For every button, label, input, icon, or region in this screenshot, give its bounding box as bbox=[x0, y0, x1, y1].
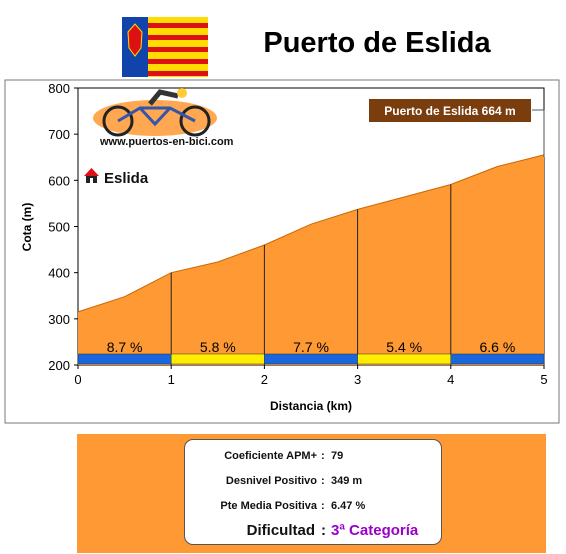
start-label: Eslida bbox=[104, 170, 149, 187]
segment-layer: 8.7 % 5.8 % 7.7 % 5.4 % 6.6 % bbox=[77, 339, 545, 365]
stat-label: Desnivel Positivo bbox=[225, 475, 317, 487]
stat-label: Pte Media Positiva bbox=[220, 500, 317, 512]
stat-value: 6.47 % bbox=[331, 500, 366, 512]
y-tick-label: 700 bbox=[48, 127, 70, 142]
stat-label: Coeficiente APM+ bbox=[224, 450, 317, 462]
x-tick-label: 4 bbox=[447, 372, 454, 387]
stat-value: 79 bbox=[331, 450, 344, 462]
gradient-label: 5.8 % bbox=[200, 339, 236, 355]
y-tick-label: 500 bbox=[48, 220, 70, 235]
house-icon bbox=[84, 168, 99, 183]
gradient-label: 6.6 % bbox=[479, 339, 515, 355]
stat-row-average-gradient: Pte Media Positiva : 6.47 % bbox=[185, 500, 441, 518]
x-tick-label: 0 bbox=[74, 372, 81, 387]
stat-separator: : bbox=[321, 522, 326, 539]
stat-separator: : bbox=[321, 450, 325, 462]
page-title: Puerto de Eslida bbox=[263, 27, 491, 59]
cyclist-logo-icon: www.puertos-en-bici.com bbox=[93, 88, 234, 148]
y-tick-label: 200 bbox=[48, 358, 70, 373]
x-tick-label: 3 bbox=[354, 372, 361, 387]
profile-layer bbox=[77, 154, 545, 365]
x-axis-label: Distancia (km) bbox=[270, 399, 352, 413]
stats-panel: Coeficiente APM+ : 79 Desnivel Positivo … bbox=[77, 434, 546, 553]
stat-separator: : bbox=[321, 475, 325, 487]
valencia-flag-icon bbox=[122, 17, 208, 77]
stat-value: 349 m bbox=[331, 475, 363, 487]
summit-label: Puerto de Eslida 664 m bbox=[384, 104, 515, 118]
watermark-text: www.puertos-en-bici.com bbox=[99, 136, 234, 148]
altimetry-chart: Puerto de Eslida 8.7 % 5.8 % 7.7 % 5.4 % 6.6… bbox=[4, 17, 560, 424]
stat-row-apm: Coeficiente APM+ : 79 bbox=[185, 450, 441, 468]
x-tick-label: 2 bbox=[261, 372, 268, 387]
gradient-label: 5.4 % bbox=[386, 339, 422, 355]
y-tick-label: 800 bbox=[48, 81, 70, 96]
y-tick-label: 400 bbox=[48, 266, 70, 281]
y-tick-label: 600 bbox=[48, 173, 70, 188]
stat-separator: : bbox=[321, 500, 325, 512]
y-axis-label: Cota (m) bbox=[20, 203, 34, 252]
stat-row-difficulty: Dificultad : 3ª Categoría bbox=[185, 522, 441, 540]
difficulty-label: Dificultad bbox=[246, 522, 315, 539]
gradient-label: 8.7 % bbox=[107, 339, 143, 355]
stats-card: Coeficiente APM+ : 79 Desnivel Positivo … bbox=[184, 439, 442, 545]
difficulty-value: 3ª Categoría bbox=[331, 522, 419, 539]
gradient-band bbox=[77, 353, 172, 365]
elevation-line bbox=[77, 154, 545, 313]
gradient-band bbox=[264, 353, 358, 365]
gradient-band bbox=[450, 353, 545, 365]
gradient-label: 7.7 % bbox=[293, 339, 329, 355]
y-tick-label: 300 bbox=[48, 312, 70, 327]
axis-layer: 200 300 400 500 600 700 800 0 1 2 3 4 5 bbox=[48, 81, 547, 387]
gradient-band bbox=[170, 353, 265, 365]
elevation-area bbox=[78, 154, 544, 365]
stat-row-elevation-gain: Desnivel Positivo : 349 m bbox=[185, 475, 441, 493]
summit-label-box bbox=[369, 99, 531, 122]
x-tick-label: 1 bbox=[168, 372, 175, 387]
x-tick-label: 5 bbox=[540, 372, 547, 387]
gradient-band bbox=[357, 353, 452, 365]
